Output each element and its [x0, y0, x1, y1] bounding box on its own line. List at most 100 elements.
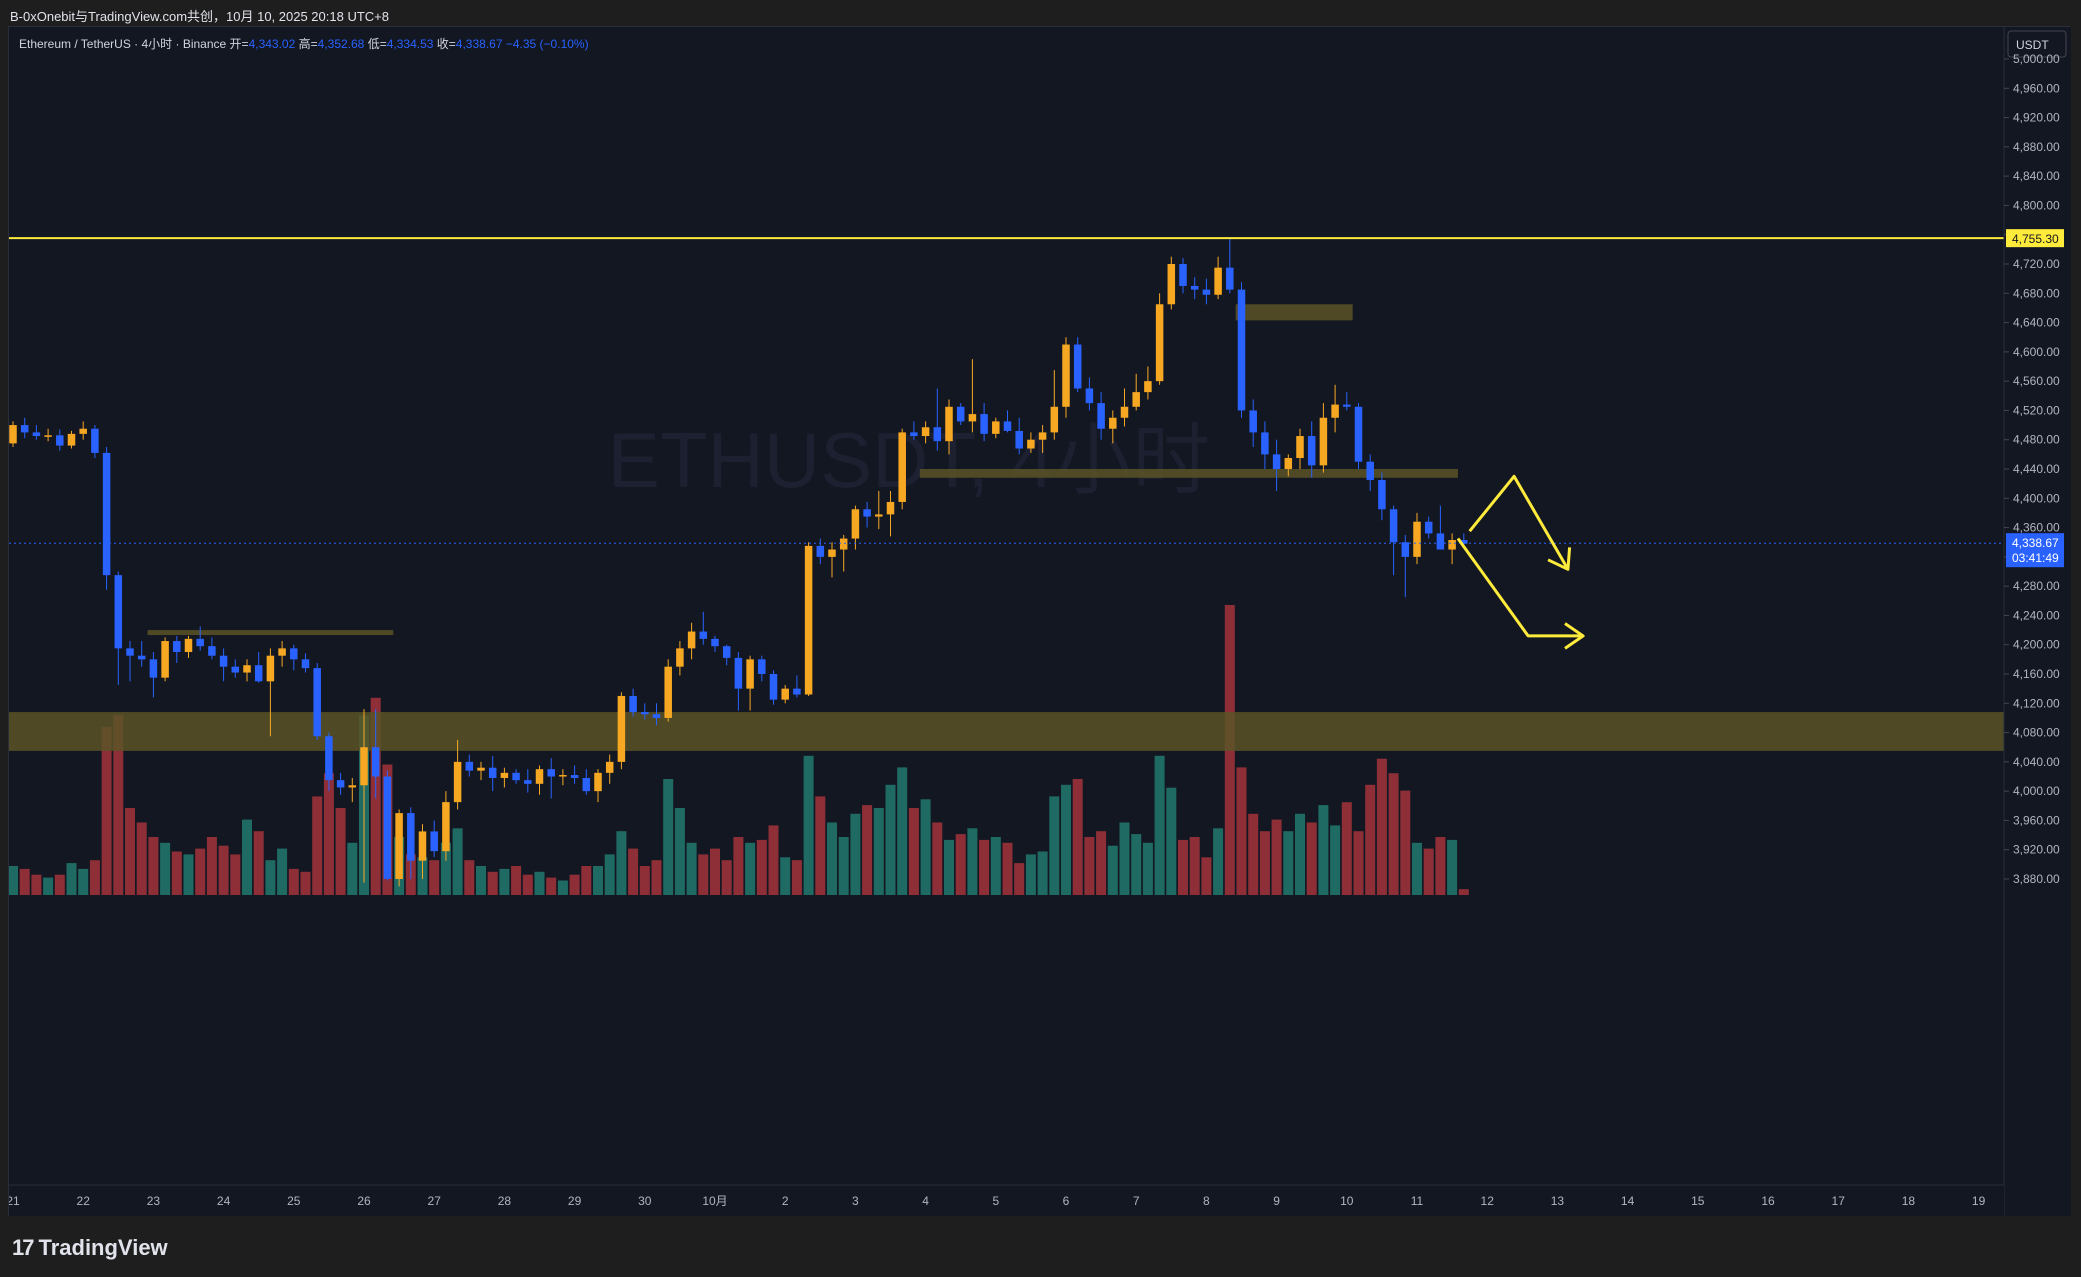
- volume-bar: [920, 799, 931, 895]
- volume-bar: [464, 860, 475, 895]
- price-tick-label: 4,200.00: [2013, 638, 2060, 652]
- time-tick-label: 10: [1340, 1194, 1354, 1208]
- volume-bar: [686, 842, 697, 895]
- volume-bar: [160, 842, 171, 895]
- candle-body: [488, 767, 497, 778]
- price-tick-label: 4,400.00: [2013, 491, 2060, 505]
- volume-bar: [476, 866, 486, 895]
- candle-body: [1436, 533, 1445, 550]
- candle-body: [325, 736, 333, 781]
- candle-body: [1132, 392, 1140, 407]
- volume-bar: [323, 773, 334, 895]
- volume-bar: [347, 842, 358, 895]
- chart-frame[interactable]: ETHUSDT, 4小时 USDT 5,000.00 4,960.00 4,920.0…: [8, 26, 2071, 1217]
- candle-body: [1038, 432, 1047, 440]
- candle-body: [243, 665, 251, 673]
- time-tick-label: 3: [852, 1194, 859, 1208]
- price-tick-label: 4,600.00: [2013, 345, 2060, 359]
- volume-bar: [639, 866, 650, 895]
- candle-body: [734, 657, 743, 689]
- volume-bar: [1295, 813, 1305, 895]
- candle-body: [617, 695, 626, 762]
- candle-body: [968, 414, 977, 422]
- candle-body: [816, 545, 825, 557]
- volume-bar: [967, 828, 978, 895]
- legend-open-label: 开=: [229, 37, 249, 51]
- time-tick-label: 17: [1832, 1194, 1846, 1208]
- candle-body: [956, 406, 965, 422]
- candle-body: [126, 648, 134, 656]
- candle-body: [769, 674, 778, 700]
- resistance-price-label: 4,755.30: [2012, 232, 2059, 246]
- time-tick-label: 28: [498, 1194, 512, 1208]
- candle-body: [1331, 404, 1339, 418]
- volume-bar: [1084, 837, 1095, 895]
- price-tick-label: 4,040.00: [2013, 755, 2060, 769]
- volume-bar: [955, 834, 966, 895]
- candle-body: [1109, 417, 1117, 429]
- candle-body: [1284, 458, 1293, 469]
- candle-body: [254, 665, 263, 682]
- volume-bar: [1447, 839, 1458, 895]
- volume-bar: [1213, 828, 1224, 895]
- volume-bar: [300, 871, 311, 895]
- volume-bar: [710, 848, 720, 895]
- volume-bar: [1365, 784, 1376, 895]
- volume-bar: [838, 837, 849, 895]
- candle-body: [348, 785, 357, 788]
- candle-body: [465, 761, 474, 771]
- tradingview-brand[interactable]: 17 TradingView: [12, 1235, 168, 1261]
- last-price-label: 4,338.67: [2012, 536, 2059, 550]
- candle-body: [477, 767, 485, 771]
- volume-bar: [1236, 767, 1247, 895]
- last-price-tag: [2006, 533, 2064, 568]
- volume-bar: [651, 860, 662, 895]
- time-tick-label: 14: [1621, 1194, 1635, 1208]
- volume-bar: [230, 854, 241, 895]
- candle-body: [1226, 267, 1234, 290]
- candle-body: [278, 648, 286, 656]
- volume-bar: [195, 848, 206, 895]
- candle-body: [851, 509, 860, 539]
- candle-body: [652, 714, 661, 718]
- supply-demand-zone: [919, 469, 1458, 478]
- candle-body: [9, 425, 17, 444]
- price-tick-label: 4,840.00: [2013, 169, 2060, 183]
- candle-body: [699, 631, 708, 639]
- brand-name: TradingView: [38, 1235, 168, 1260]
- price-tick-label: 4,160.00: [2013, 667, 2060, 681]
- candle-body: [828, 549, 836, 557]
- volume-bar: [780, 857, 791, 895]
- candle-body: [1073, 344, 1082, 389]
- candle-body: [266, 655, 275, 682]
- time-tick-label: 21: [9, 1194, 20, 1208]
- projection-arrowhead: [1564, 622, 1585, 650]
- candle-body: [56, 435, 64, 446]
- candle-body: [196, 638, 204, 647]
- volume-bar: [440, 842, 451, 895]
- candle-body: [1167, 264, 1176, 305]
- price-tick-label: 4,720.00: [2013, 257, 2060, 271]
- candle-body: [629, 695, 637, 713]
- volume-bar: [1400, 790, 1411, 895]
- volume-bar: [171, 851, 182, 895]
- candle-body: [512, 772, 520, 781]
- candle-body: [1144, 381, 1152, 393]
- volume-bar: [873, 808, 884, 895]
- candle-body: [1085, 388, 1094, 404]
- candle-body: [886, 501, 895, 515]
- volume-bar: [932, 822, 943, 895]
- volume-bar: [66, 863, 77, 895]
- volume-bar: [1061, 784, 1071, 895]
- candle-body: [114, 575, 123, 649]
- candle-body: [605, 761, 614, 773]
- legend-close-label: 收=: [436, 37, 456, 51]
- volume-bar: [1248, 813, 1259, 895]
- candle-body: [20, 425, 29, 433]
- candle-body: [524, 780, 532, 784]
- volume-bar: [1271, 819, 1282, 895]
- candle-body: [547, 769, 555, 777]
- volume-bar: [768, 825, 779, 895]
- candle-body: [1413, 521, 1421, 557]
